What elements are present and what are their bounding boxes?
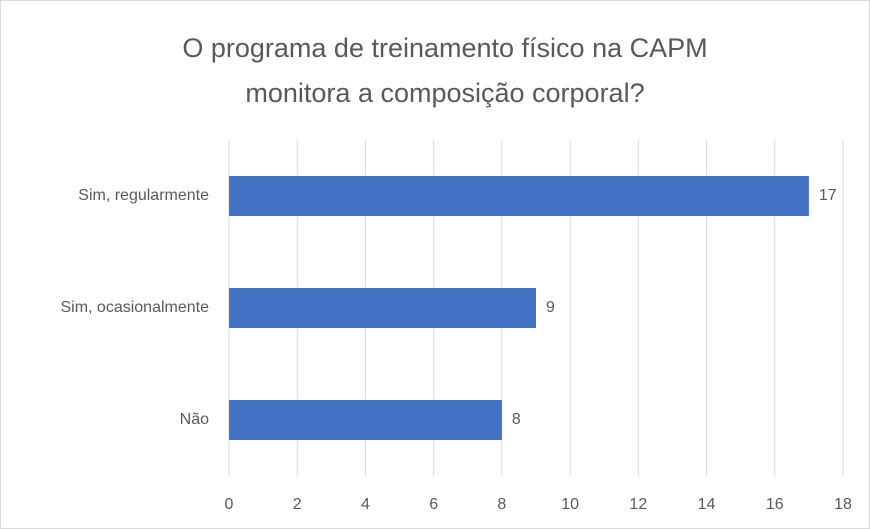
x-tick-label: 12 [629,496,647,513]
y-tick-label: Sim, regularmente [78,187,209,204]
x-tick-label: 2 [293,496,302,513]
data-label: 8 [512,411,521,428]
x-tick-label: 14 [698,496,716,513]
chart-title: monitora a composição corporal? [245,78,644,108]
chart-title: O programa de treinamento físico na CAPM [182,33,707,63]
x-tick-label: 0 [225,496,234,513]
x-tick-label: 6 [429,496,438,513]
y-tick-label: Sim, ocasionalmente [60,299,209,316]
x-tick-label: 16 [766,496,784,513]
data-label: 9 [546,299,555,316]
bar [229,176,809,216]
x-tick-label: 8 [497,496,506,513]
data-label: 17 [819,187,837,204]
bar [229,288,536,328]
bar [229,400,502,440]
x-tick-label: 4 [361,496,370,513]
y-tick-label: Não [180,411,209,428]
x-tick-label: 10 [561,496,579,513]
x-tick-label: 18 [834,496,852,513]
